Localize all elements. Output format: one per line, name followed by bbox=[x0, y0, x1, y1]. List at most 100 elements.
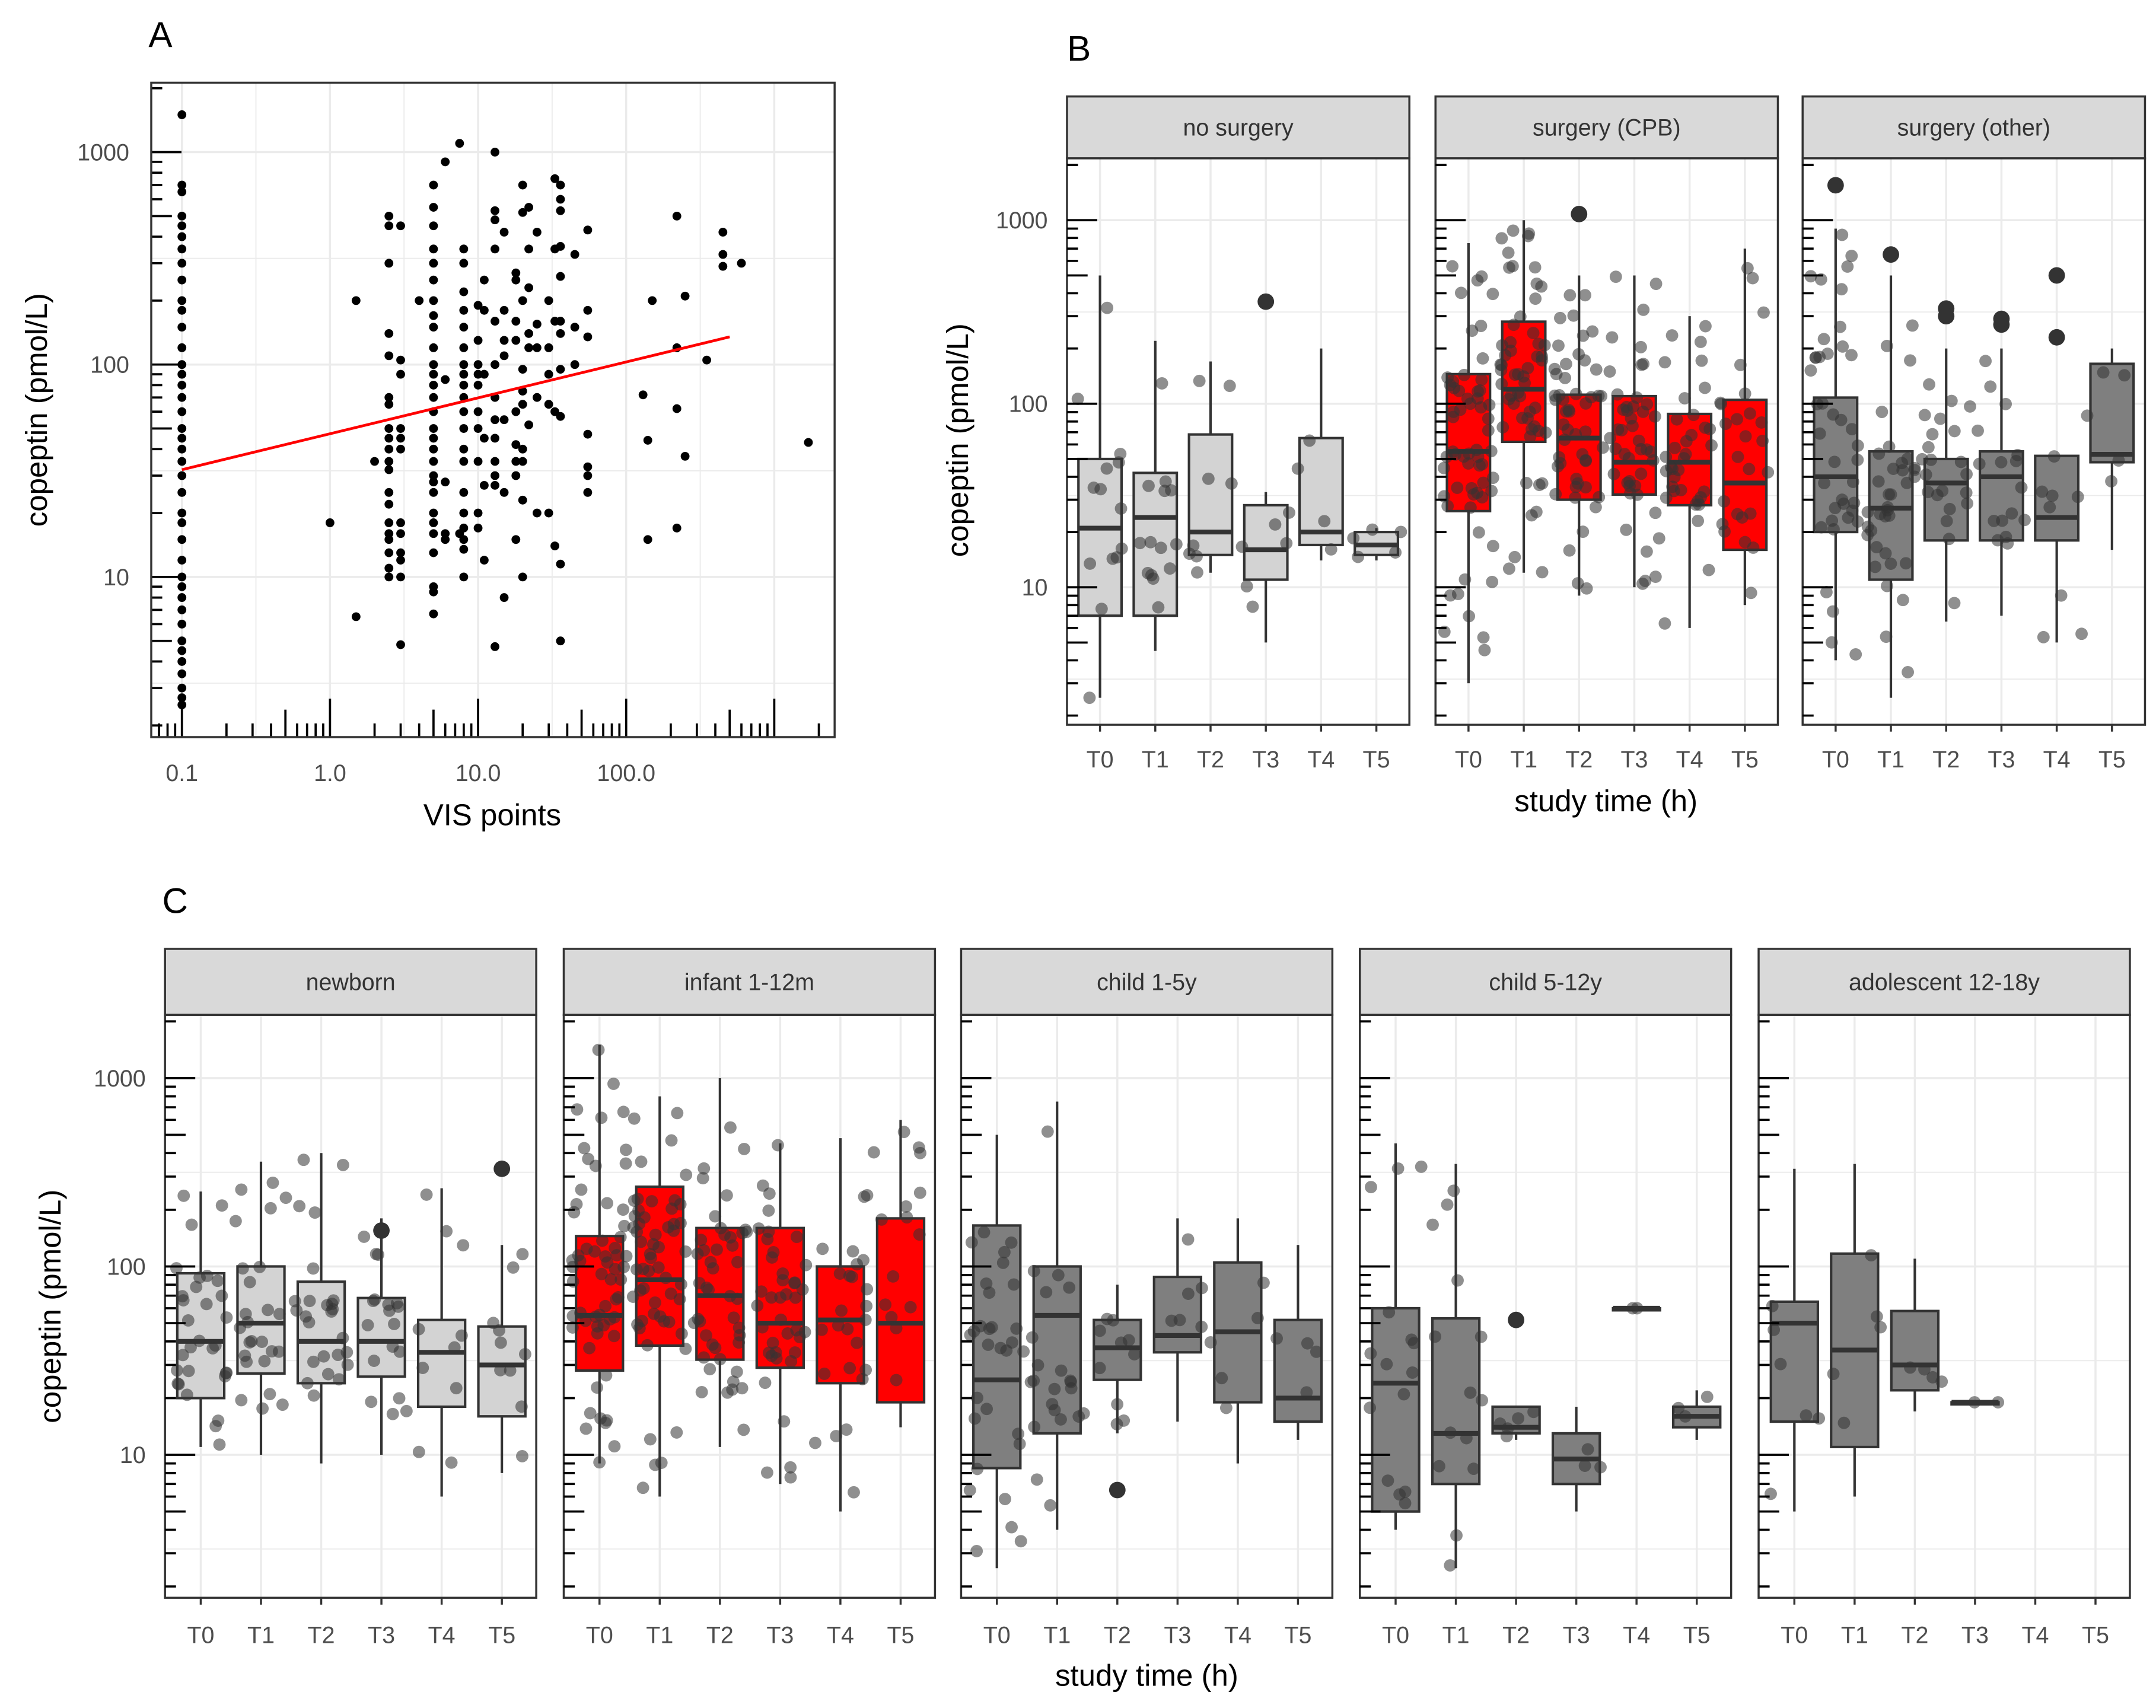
data-point bbox=[491, 480, 499, 490]
data-point bbox=[429, 424, 438, 433]
jitter-point bbox=[1623, 475, 1636, 487]
jitter-point bbox=[308, 1206, 321, 1219]
jitter-point bbox=[798, 1325, 811, 1339]
jitter-point bbox=[674, 1217, 687, 1229]
jitter-point bbox=[970, 1544, 983, 1557]
outlier-point bbox=[1883, 246, 1899, 263]
jitter-point bbox=[1896, 457, 1909, 470]
jitter-point bbox=[977, 1226, 991, 1239]
data-point bbox=[177, 693, 187, 702]
jitter-point bbox=[1432, 1460, 1445, 1473]
jitter-point bbox=[1552, 460, 1564, 473]
data-point bbox=[672, 523, 681, 533]
jitter-point bbox=[1444, 1426, 1457, 1439]
jitter-point bbox=[735, 1382, 749, 1395]
jitter-point bbox=[2071, 490, 2084, 504]
jitter-point bbox=[1896, 594, 1909, 607]
data-point bbox=[177, 700, 187, 709]
jitter-point bbox=[1155, 377, 1168, 390]
outlier-point bbox=[1571, 206, 1588, 222]
outlier-point bbox=[373, 1222, 390, 1239]
jitter-point bbox=[1181, 1233, 1195, 1246]
jitter-point bbox=[830, 1430, 843, 1442]
jitter-point bbox=[1611, 388, 1624, 401]
jitter-point bbox=[358, 1230, 371, 1243]
jitter-point bbox=[1476, 352, 1489, 365]
jitter-point bbox=[1458, 368, 1471, 381]
jitter-point bbox=[1095, 603, 1108, 616]
jitter-point bbox=[2112, 454, 2125, 467]
jitter-point bbox=[675, 1327, 688, 1340]
jitter-point bbox=[846, 1245, 859, 1258]
jitter-point bbox=[607, 1078, 620, 1090]
data-point bbox=[177, 619, 187, 629]
jitter-point bbox=[1441, 499, 1454, 512]
jitter-point bbox=[1586, 325, 1599, 338]
jitter-point bbox=[1013, 1438, 1026, 1451]
data-point bbox=[544, 369, 553, 379]
jitter-point bbox=[756, 1321, 769, 1334]
jitter-point bbox=[1055, 1413, 1067, 1426]
jitter-point bbox=[1270, 1332, 1283, 1345]
jitter-point bbox=[740, 1225, 753, 1238]
jitter-point bbox=[1093, 1324, 1106, 1337]
jitter-point bbox=[1699, 320, 1712, 333]
jitter-point bbox=[240, 1355, 253, 1368]
jitter-point bbox=[1845, 250, 1858, 262]
jitter-point bbox=[1283, 506, 1295, 519]
jitter-point bbox=[1477, 631, 1490, 644]
jitter-point bbox=[494, 1336, 507, 1349]
jitter-point bbox=[1865, 524, 1878, 537]
x-tick-label: T5 bbox=[887, 1623, 914, 1649]
data-point bbox=[177, 457, 187, 466]
jitter-point bbox=[1225, 477, 1238, 490]
data-point bbox=[518, 572, 527, 582]
data-point bbox=[518, 296, 527, 305]
jitter-point bbox=[726, 1239, 739, 1252]
jitter-point bbox=[1606, 331, 1619, 344]
facet-border bbox=[1066, 157, 1410, 726]
facet-surgery-other- bbox=[1801, 95, 2147, 732]
jitter-point bbox=[1660, 464, 1673, 477]
jitter-point bbox=[1765, 1487, 1777, 1500]
x-tick-label: T2 bbox=[1502, 1623, 1530, 1649]
jitter-point bbox=[1112, 456, 1125, 469]
jitter-point bbox=[1935, 1375, 1948, 1388]
jitter-point bbox=[393, 1392, 406, 1405]
jitter-point bbox=[1578, 354, 1591, 367]
data-point bbox=[396, 548, 405, 557]
x-tick-label: T2 bbox=[1104, 1623, 1131, 1649]
jitter-point bbox=[1523, 227, 1536, 240]
jitter-point bbox=[400, 1404, 413, 1417]
jitter-point bbox=[1641, 398, 1654, 411]
jitter-point bbox=[1766, 1299, 1779, 1312]
jitter-point bbox=[1660, 450, 1673, 463]
jitter-point bbox=[1999, 397, 2012, 410]
jitter-point bbox=[1607, 467, 1620, 480]
jitter-point bbox=[1407, 1337, 1421, 1350]
jitter-point bbox=[1030, 1473, 1043, 1486]
jitter-point bbox=[1647, 454, 1660, 467]
jitter-point bbox=[1757, 306, 1770, 319]
jitter-point bbox=[293, 1200, 306, 1213]
jitter-point bbox=[609, 1242, 622, 1254]
jitter-point bbox=[887, 1270, 900, 1283]
jitter-point bbox=[784, 1471, 797, 1484]
x-tick-label: T2 bbox=[706, 1623, 734, 1649]
jitter-point bbox=[700, 1329, 712, 1342]
jitter-point bbox=[566, 1321, 579, 1334]
jitter-point bbox=[614, 1231, 627, 1244]
facet-no-surgery bbox=[1066, 95, 1410, 732]
x-tick-label: T0 bbox=[187, 1623, 214, 1649]
jitter-point bbox=[1100, 462, 1113, 475]
jitter-point bbox=[772, 1139, 784, 1152]
jitter-point bbox=[1731, 450, 1744, 463]
jitter-point bbox=[1705, 439, 1718, 452]
jitter-point bbox=[1746, 272, 1759, 285]
jitter-point bbox=[644, 1433, 657, 1446]
jitter-point bbox=[1093, 1362, 1106, 1375]
jitter-point bbox=[658, 1315, 671, 1328]
jitter-point bbox=[591, 1327, 604, 1340]
data-point bbox=[384, 434, 394, 443]
jitter-point bbox=[1472, 526, 1485, 539]
